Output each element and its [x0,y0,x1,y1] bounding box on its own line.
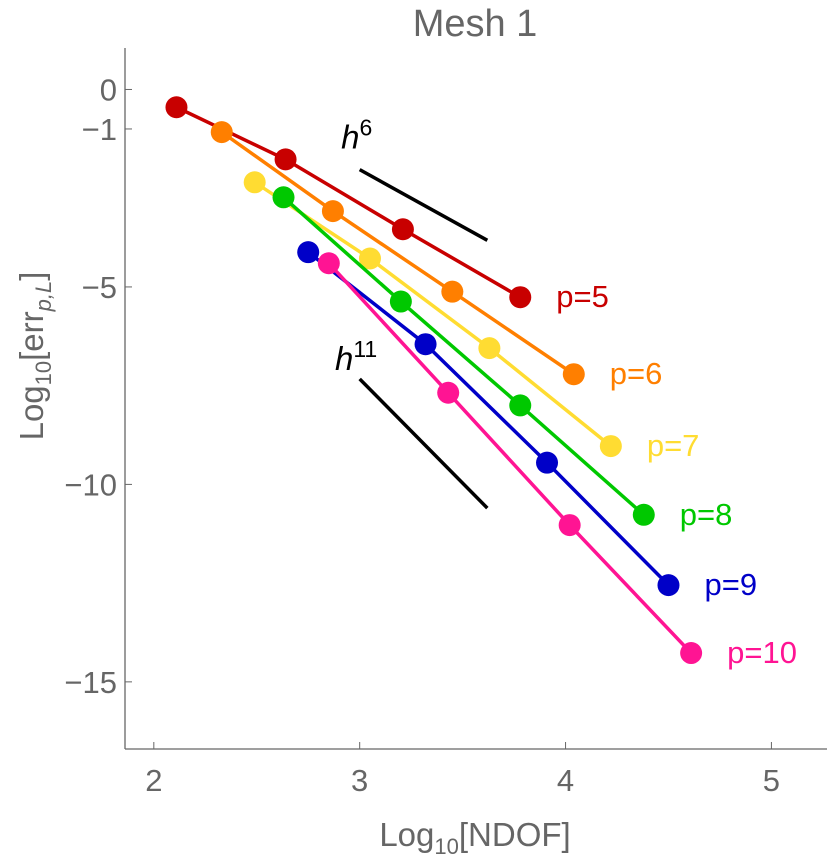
data-point-p=8-3 [632,503,655,526]
data-point-p=9-3 [657,574,680,597]
series-label-p=8: p=8 [680,497,733,532]
reference-slope-line-0 [358,168,489,242]
reference-slopes: h6 h11 [335,115,489,510]
series-label-p=10: p=10 [727,635,797,670]
reference-slope-label-0: h6 [341,115,372,156]
x-tick-label-1: 3 [351,763,368,798]
data-point-p=9-1 [414,333,437,356]
series-line-p=6 [220,130,575,376]
series-label-p=9: p=9 [704,567,757,602]
series-p=9: p=9 [297,241,757,602]
data-point-p=7-2 [478,337,501,360]
series-line-p=7 [253,180,612,448]
series-p=8: p=8 [272,186,733,532]
y-axis-title: Log10[errp,L] [13,272,56,441]
data-point-p=5-1 [274,148,297,171]
y-tick-label-2: −5 [82,270,117,305]
data-point-p=9-0 [297,241,320,264]
series-label-p=7: p=7 [647,428,700,463]
data-point-p=9-2 [536,451,559,474]
x-tick-label-3: 5 [763,763,780,798]
series-line-p=10 [327,262,693,655]
data-point-p=7-3 [599,435,622,458]
data-point-p=10-3 [680,642,703,665]
y-tick-label-0: 0 [100,72,117,107]
data-point-p=10-1 [437,381,460,404]
data-point-p=8-0 [272,186,295,209]
x-tick-label-2: 4 [557,763,574,798]
axis-ticks: 2 3 4 5 0 −1 −5 −10 −15 [64,72,780,798]
data-point-p=6-0 [210,121,233,144]
series-label-p=5: p=5 [556,279,609,314]
data-point-p=5-3 [509,286,532,309]
x-axis-title: Log10[NDOF] [379,816,570,854]
x-tick-label-0: 2 [145,763,162,798]
reference-slope-label-1: h11 [335,336,377,377]
chart-title: Mesh 1 [413,3,538,45]
series-line-p=9 [307,250,670,587]
data-point-p=10-2 [558,514,581,537]
series-p=10: p=10 [317,252,797,670]
y-tick-label-4: −15 [64,665,117,700]
data-series: p=5 p=6 p=7 p=8 p=9 p=10 [165,96,797,670]
data-point-p=7-1 [358,247,381,270]
series-p=7: p=7 [243,171,700,463]
series-label-p=6: p=6 [610,356,663,391]
data-point-p=10-0 [317,252,340,275]
series-p=6: p=6 [210,121,663,391]
data-point-p=6-1 [321,200,344,223]
reference-slope-line-1 [358,377,489,510]
data-point-p=8-2 [509,394,532,417]
data-point-p=8-1 [389,290,412,313]
y-tick-label-3: −10 [64,467,117,502]
data-point-p=7-0 [243,171,266,194]
data-point-p=6-2 [441,280,464,303]
series-line-p=8 [282,195,645,517]
data-point-p=5-0 [165,96,188,119]
data-point-p=6-3 [562,363,585,386]
data-point-p=5-2 [391,218,414,241]
y-tick-label-1: −1 [82,112,117,147]
